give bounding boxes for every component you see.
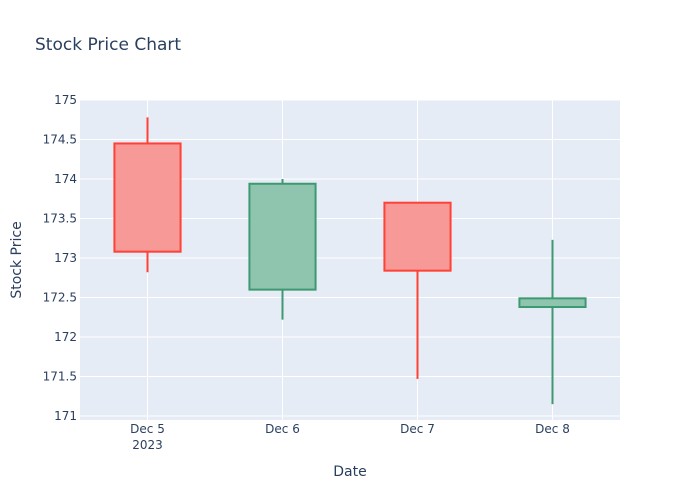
y-tick-label: 175 [54, 93, 77, 107]
y-axis-title: Stock Price [9, 221, 25, 298]
y-tick-label: 171 [54, 409, 77, 423]
x-axis-title: Date [333, 464, 366, 480]
candle-decreasing [113, 117, 182, 273]
x-tick-label: Dec 5 [130, 422, 165, 436]
candles [113, 117, 587, 405]
x-tick-year-label: 2023 [132, 438, 163, 452]
y-tick-label: 173.5 [43, 212, 77, 226]
candle-body [248, 182, 317, 291]
y-tick-label: 172 [54, 330, 77, 344]
x-tick-label: Dec 7 [400, 422, 435, 436]
chart-title: Stock Price Chart [35, 35, 181, 55]
y-tick-label: 173 [54, 251, 77, 265]
y-tick-label: 171.5 [43, 370, 77, 384]
y-axis-ticks: 171 171.5 172 172.5 173 173.5 174 174.5 175 [43, 93, 77, 423]
x-tick-label: Dec 6 [265, 422, 300, 436]
y-tick-label: 174 [54, 172, 77, 186]
candle-increasing [248, 179, 317, 320]
candle-body [518, 297, 587, 309]
y-tick-label: 172.5 [43, 291, 77, 305]
y-tick-label: 174.5 [43, 133, 77, 147]
candle-decreasing [383, 201, 452, 379]
candle-increasing [518, 239, 587, 405]
candle-body [383, 201, 452, 272]
x-tick-label: Dec 8 [535, 422, 570, 436]
candle-body [113, 142, 182, 253]
x-axis-ticks: Dec 5 2023 Dec 6 Dec 7 Dec 8 [130, 422, 570, 452]
